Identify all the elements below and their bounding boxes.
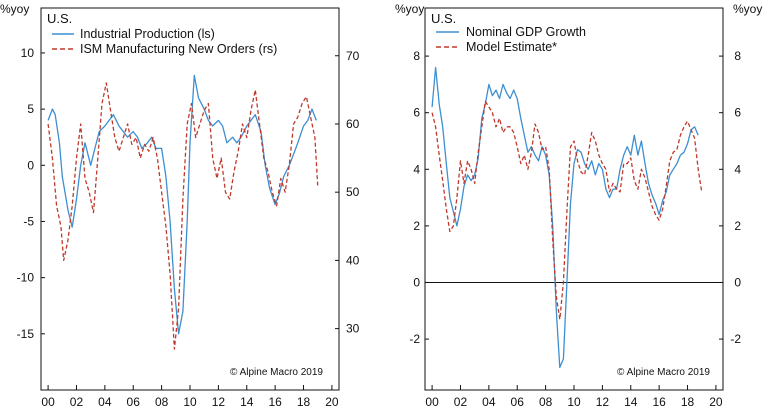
left-tick-label: 2 — [413, 219, 420, 233]
x-tick-label: 06 — [511, 395, 525, 409]
legend-label-ism-new-orders: ISM Manufacturing New Orders (rs) — [80, 42, 277, 56]
left-tick-label: -5 — [23, 214, 34, 228]
right-tick-label: 30 — [346, 322, 360, 336]
left-tick-label: -10 — [17, 271, 35, 285]
x-tick-label: 04 — [98, 395, 112, 409]
right-tick-label: 4 — [734, 162, 741, 176]
right-tick-label: -2 — [730, 332, 741, 346]
region-label: U.S. — [47, 11, 72, 26]
left-tick-label: 6 — [413, 106, 420, 120]
x-tick-label: 12 — [596, 395, 610, 409]
right-tick-label: 0 — [734, 275, 741, 289]
legend-label-model-estimate: Model Estimate* — [466, 40, 557, 54]
copyright-credit: © Alpine Macro 2019 — [230, 367, 323, 378]
series-line-ism-manufacturing-new-orders-rs — [47, 82, 319, 350]
x-tick-label: 10 — [567, 395, 581, 409]
right-tick-label: 6 — [734, 106, 741, 120]
legend-label-industrial-production: Industrial Production (ls) — [80, 27, 215, 41]
left-axis-unit: %yoy — [0, 2, 29, 16]
x-tick-label: 02 — [70, 395, 84, 409]
region-label: U.S. — [431, 11, 456, 26]
left-tick-label: 10 — [21, 46, 35, 60]
plot-frame — [40, 7, 340, 391]
x-tick-label: 02 — [454, 395, 468, 409]
x-tick-label: 14 — [624, 395, 638, 409]
industrial-production-chart: %yoy U.S. Industrial Production (ls) ISM… — [0, 2, 360, 409]
x-tick-label: 14 — [240, 395, 254, 409]
left-tick-label: 0 — [27, 158, 34, 172]
right-tick-label: 8 — [734, 49, 741, 63]
left-axis-unit: %yoy — [395, 2, 424, 16]
left-tick-label: -2 — [409, 332, 420, 346]
series-line-nominal-gdp-growth — [431, 66, 699, 369]
x-tick-label: 20 — [709, 395, 723, 409]
x-tick-label: 06 — [127, 395, 141, 409]
right-tick-label: 70 — [346, 49, 360, 63]
x-tick-label: 18 — [681, 395, 695, 409]
x-tick-label: 00 — [425, 395, 439, 409]
left-tick-label: 5 — [27, 102, 34, 116]
series-line-model-estimate — [431, 100, 703, 320]
nominal-gdp-chart: %yoy %yoy U.S. Nominal GDP Growth Model … — [395, 2, 762, 409]
left-tick-label: 8 — [413, 49, 420, 63]
plot-frame — [424, 7, 724, 391]
x-tick-label: 12 — [212, 395, 226, 409]
x-tick-label: 08 — [539, 395, 553, 409]
left-tick-label: 4 — [413, 162, 420, 176]
series-line-industrial-production-ls — [47, 74, 317, 335]
right-tick-label: 40 — [346, 253, 360, 267]
legend-label-nominal-gdp: Nominal GDP Growth — [466, 25, 586, 39]
x-tick-label: 10 — [183, 395, 197, 409]
right-tick-label: 50 — [346, 185, 360, 199]
x-tick-label: 16 — [652, 395, 666, 409]
right-tick-label: 60 — [346, 117, 360, 131]
x-tick-label: 20 — [325, 395, 339, 409]
x-tick-label: 04 — [482, 395, 496, 409]
x-tick-label: 18 — [297, 395, 311, 409]
right-tick-label: 2 — [734, 219, 741, 233]
x-tick-label: 00 — [41, 395, 55, 409]
x-tick-label: 16 — [268, 395, 282, 409]
left-tick-label: -15 — [17, 327, 35, 341]
right-axis-unit: %yoy — [733, 2, 762, 16]
x-tick-label: 08 — [155, 395, 169, 409]
left-tick-label: 0 — [413, 275, 420, 289]
copyright-credit: © Alpine Macro 2019 — [617, 367, 710, 378]
